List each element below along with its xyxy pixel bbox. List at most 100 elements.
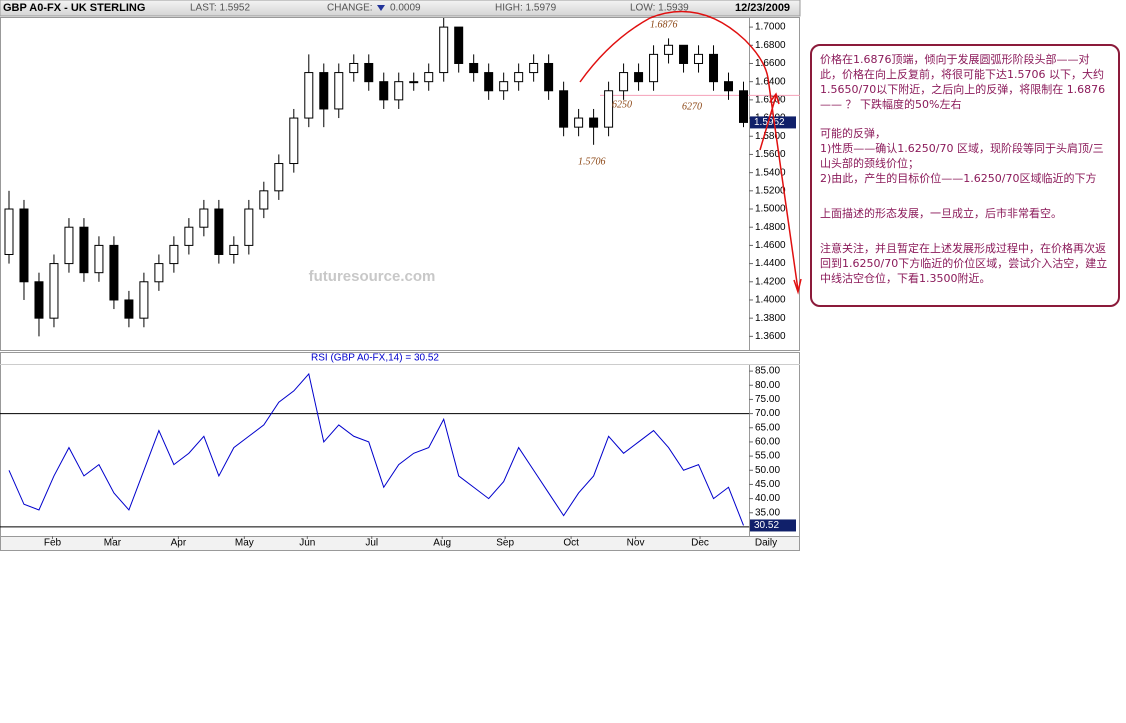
y-tick-label: 35.00: [755, 507, 780, 518]
y-tick-label: 1.4600: [755, 240, 786, 251]
candle-body: [409, 81, 419, 84]
candle-body: [544, 62, 554, 92]
note-text: 价格在1.6876顶端，倾向于发展圆弧形阶段头部——对此，价格在向上反复前，将很…: [820, 53, 1106, 111]
y-tick-label: 1.3600: [755, 331, 786, 342]
note-text: 上面描述的形态发展，一旦成立，后市非常看空。: [820, 207, 1062, 220]
candle-body: [154, 263, 164, 283]
candle-body: [439, 26, 449, 74]
candle-body: [319, 72, 329, 110]
candle-body: [709, 53, 719, 83]
last-price-label: 1.5952: [754, 117, 785, 128]
candle-body: [424, 72, 434, 83]
annotation: 6250: [612, 99, 632, 110]
header-change-label: CHANGE:: [327, 3, 373, 14]
candle-body: [529, 62, 539, 74]
note-text: 可能的反弹，: [820, 127, 886, 140]
candle-body: [574, 117, 584, 128]
y-tick-label: 1.4000: [755, 295, 786, 306]
y-tick-label: 55.00: [755, 451, 780, 462]
x-tick-label: Oct: [563, 538, 579, 549]
y-tick-label: 60.00: [755, 437, 780, 448]
candle-body: [259, 190, 269, 210]
comment-box: 价格在1.6876顶端，倾向于发展圆弧形阶段头部——对此，价格在向上反复前，将很…: [810, 44, 1120, 307]
candle-body: [304, 72, 314, 119]
header-high: HIGH: 1.5979: [495, 3, 557, 14]
candle-body: [139, 281, 149, 319]
y-tick-label: 1.5400: [755, 167, 786, 178]
y-tick-label: 45.00: [755, 479, 780, 490]
header-date: 12/23/2009: [735, 2, 790, 14]
price-layer: 1.3600 1.3800 1.4000 1.4200 1.4400 1.4600 1.48…: [4, 18, 800, 342]
header-last: LAST: 1.5952: [190, 3, 250, 14]
x-tick-label: Feb: [44, 538, 62, 549]
candle-body: [604, 90, 614, 128]
y-tick-label: 1.4800: [755, 222, 786, 233]
candle-body: [739, 90, 749, 123]
y-tick-label: 75.00: [755, 394, 780, 405]
header-bar: [0, 0, 801, 17]
x-tick-label: May: [235, 538, 254, 549]
y-tick-label: 1.3800: [755, 313, 786, 324]
note-text: 注意关注，并且暂定在上述发展形成过程中，在价格再次返回到1.6250/70下方临…: [820, 242, 1108, 285]
candle-body: [169, 244, 179, 265]
candle-body: [334, 72, 344, 110]
candle-body: [109, 244, 119, 301]
x-tick-label: Aug: [433, 538, 451, 549]
x-tick-label: Sep: [496, 538, 514, 549]
candle-body: [4, 208, 14, 255]
last-price-tag: [750, 116, 796, 129]
candle-body: [514, 72, 524, 83]
y-tick-label: 1.4200: [755, 276, 786, 287]
x-tick-label: Dec: [691, 538, 709, 549]
candle-body: [694, 53, 704, 64]
annotation: 1.5706: [578, 156, 606, 167]
x-tick-label: Jun: [299, 538, 315, 549]
y-tick-label: 1.4400: [755, 258, 786, 269]
candle-body: [289, 117, 299, 165]
header-title: GBP A0-FX - UK STERLING: [3, 2, 145, 14]
candle-body: [19, 208, 29, 283]
candle-body: [79, 226, 89, 274]
rsi-layer: RSI (GBP A0-FX,14) = 30.5230.0035.0040.0…: [0, 353, 796, 549]
candle-body: [379, 81, 389, 101]
y-tick-label: 1.6400: [755, 76, 786, 87]
x-tick-label: Mar: [104, 538, 122, 549]
candle-body: [349, 62, 359, 74]
candle-body: [274, 163, 284, 192]
rsi-panel: [0, 352, 800, 537]
header-change: 0.0009: [390, 3, 421, 14]
y-tick-label: 1.5200: [755, 185, 786, 196]
candle-body: [64, 226, 74, 265]
candle-body: [244, 208, 254, 246]
candle-body: [649, 53, 659, 83]
annotation: 6270: [682, 101, 702, 112]
candle-body: [184, 226, 194, 246]
y-tick-label: 1.6600: [755, 58, 786, 69]
y-tick-label: 1.6800: [755, 40, 786, 51]
rebound-arrow: [759, 92, 780, 151]
candle-body: [199, 208, 209, 228]
y-tick-label: 85.00: [755, 366, 780, 377]
header-low: LOW: 1.5939: [630, 3, 689, 14]
y-tick-label: 50.00: [755, 465, 780, 476]
candle-body: [724, 81, 734, 92]
y-tick-label: 1.5800: [755, 131, 786, 142]
candle-body: [124, 299, 134, 319]
candle-body: [664, 44, 674, 55]
y-tick-label: 1.7000: [755, 22, 786, 33]
rsi-title: RSI (GBP A0-FX,14) = 30.52: [311, 353, 439, 364]
annotation: 1.6876: [650, 19, 678, 30]
candle-body: [454, 26, 464, 64]
last-rsi-tag: [750, 519, 796, 532]
rsi-line: [8, 372, 744, 526]
candle-body: [229, 244, 239, 255]
down-triangle: [377, 5, 385, 11]
arrow-head: [793, 278, 802, 295]
watermark: futuresource.com: [309, 268, 436, 285]
y-tick-label: 1.5600: [755, 149, 786, 160]
candle-body: [394, 81, 404, 101]
x-axis-bar: [0, 536, 800, 551]
y-tick-label: 70.00: [755, 408, 780, 419]
y-tick-label: 80.00: [755, 380, 780, 391]
